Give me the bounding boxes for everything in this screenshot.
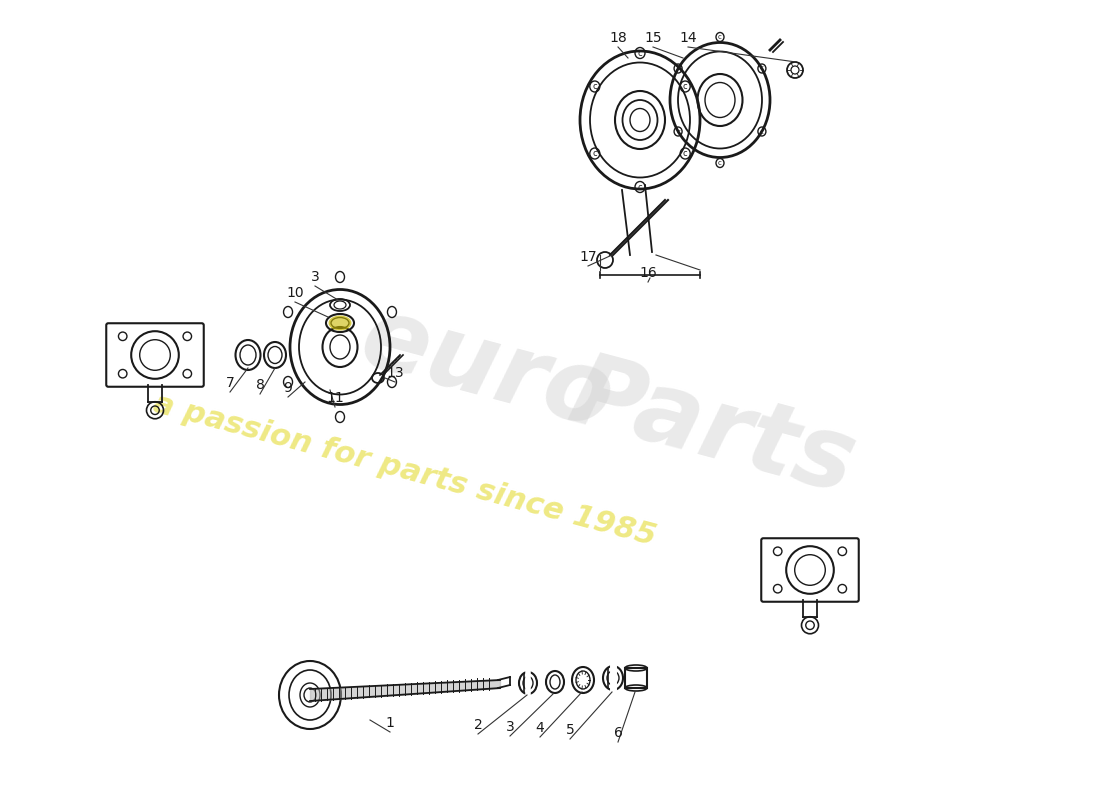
Text: euro: euro — [350, 290, 624, 450]
Text: 15: 15 — [645, 31, 662, 45]
Text: 16: 16 — [639, 266, 657, 280]
Text: 1: 1 — [386, 716, 395, 730]
Text: 5: 5 — [565, 723, 574, 737]
Text: c: c — [676, 66, 680, 71]
Text: c: c — [676, 129, 680, 134]
Text: c: c — [760, 129, 763, 134]
Text: Parts: Parts — [560, 346, 866, 514]
Text: 11: 11 — [326, 391, 344, 405]
Text: a passion for parts since 1985: a passion for parts since 1985 — [150, 389, 659, 551]
Text: c: c — [718, 34, 722, 40]
Text: 18: 18 — [609, 31, 627, 45]
Text: 10: 10 — [286, 286, 304, 300]
Text: c: c — [638, 182, 642, 191]
Text: c: c — [683, 149, 688, 158]
Bar — [625, 668, 647, 688]
Text: 2: 2 — [474, 718, 483, 732]
Text: 4: 4 — [536, 721, 544, 735]
Text: c: c — [638, 49, 642, 58]
Text: 3: 3 — [310, 270, 319, 284]
Text: c: c — [593, 82, 597, 91]
Text: 9: 9 — [284, 381, 293, 395]
Text: c: c — [593, 149, 597, 158]
Text: 14: 14 — [679, 31, 696, 45]
Text: 7: 7 — [226, 376, 234, 390]
Text: 8: 8 — [255, 378, 264, 392]
Text: c: c — [718, 160, 722, 166]
Text: c: c — [760, 66, 763, 71]
Text: 3: 3 — [506, 720, 515, 734]
Text: 13: 13 — [386, 366, 404, 380]
Ellipse shape — [329, 316, 351, 330]
Text: 6: 6 — [614, 726, 623, 740]
Text: c: c — [683, 82, 688, 91]
Text: 17: 17 — [580, 250, 597, 264]
